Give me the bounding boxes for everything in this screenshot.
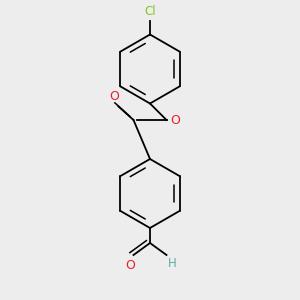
Text: Cl: Cl — [144, 5, 156, 18]
Text: O: O — [109, 90, 119, 103]
Text: O: O — [170, 113, 180, 127]
Text: H: H — [168, 257, 177, 270]
Text: O: O — [125, 259, 135, 272]
